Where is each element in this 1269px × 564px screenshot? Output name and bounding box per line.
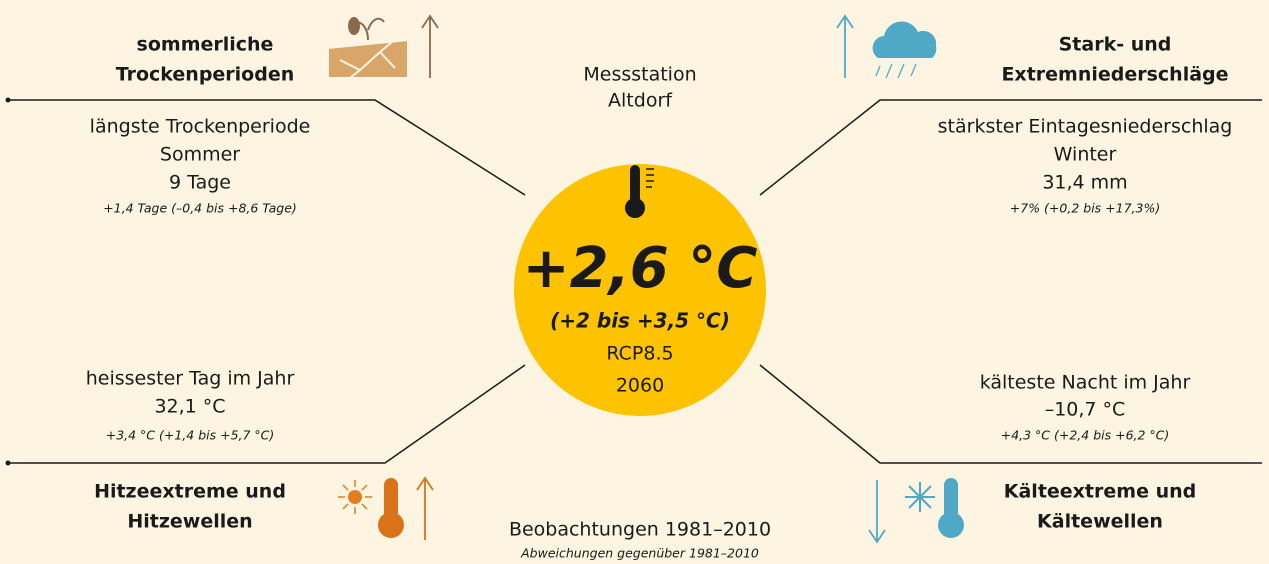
change: +4,3 °C (+2,4 bis +6,2 °C) — [1001, 428, 1170, 443]
heading: Kältewellen — [1037, 511, 1163, 533]
label: Sommer — [160, 144, 240, 166]
center-value: +2,6 °C — [523, 236, 758, 301]
connector — [8, 99, 526, 196]
connector — [8, 364, 526, 464]
label: stärkster Eintagesniederschlag — [938, 116, 1233, 138]
footer-note: Abweichungen gegenüber 1981–2010 — [520, 546, 759, 561]
label: kälteste Nacht im Jahr — [980, 372, 1191, 394]
heading: Hitzewellen — [127, 511, 252, 533]
change: +1,4 Tage (–0,4 bis +8,6 Tage) — [103, 201, 297, 216]
connector — [759, 364, 1262, 464]
heading: Stark- und — [1059, 34, 1172, 56]
heat-icon — [338, 476, 434, 540]
dot — [5, 97, 11, 103]
heading: sommerliche — [137, 34, 274, 56]
label: heissester Tag im Jahr — [86, 368, 295, 390]
heading: Kälteextreme und — [1004, 481, 1196, 503]
connectors — [5, 97, 1262, 466]
change: +3,4 °C (+1,4 bis +5,7 °C) — [106, 428, 275, 443]
value: 31,4 mm — [1042, 172, 1127, 194]
dot — [5, 460, 11, 466]
value: 32,1 °C — [154, 396, 225, 418]
heading: Hitzeextreme und — [94, 481, 286, 503]
center-range: (+2 bis +3,5 °C) — [550, 309, 730, 333]
value: –10,7 °C — [1045, 399, 1126, 421]
label: Winter — [1054, 144, 1117, 166]
station: Altdorf — [608, 90, 673, 112]
rain-icon — [836, 14, 937, 79]
cold-icon — [868, 478, 964, 544]
year: 2060 — [616, 375, 664, 397]
thermometer-icon — [625, 165, 654, 218]
drought-icon — [327, 14, 439, 79]
label: längste Trockenperiode — [90, 116, 311, 138]
station: Messstation — [583, 64, 696, 86]
scenario: RCP8.5 — [606, 343, 673, 365]
center-circle — [514, 164, 766, 416]
connector — [759, 99, 1262, 196]
value: 9 Tage — [169, 172, 231, 194]
heading: Extremniederschläge — [1001, 64, 1228, 86]
footer-title: Beobachtungen 1981–2010 — [509, 519, 771, 541]
change: +7% (+0,2 bis +17,3%) — [1010, 201, 1160, 216]
heading: Trockenperioden — [116, 64, 295, 86]
